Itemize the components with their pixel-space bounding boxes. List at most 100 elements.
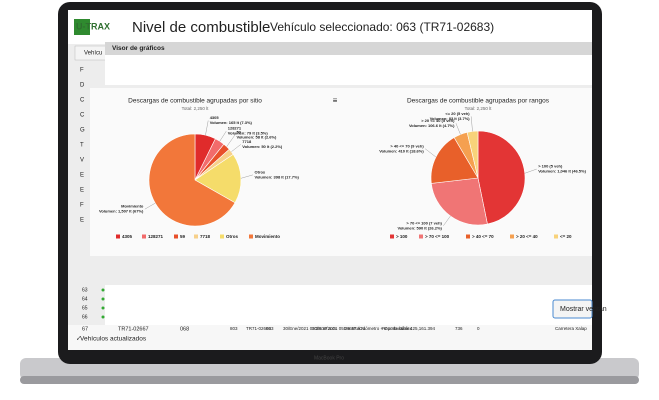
slice-label: 128271 (228, 126, 242, 131)
chart-menu[interactable]: ≡ (333, 96, 338, 105)
label-connector (205, 120, 209, 136)
sidebar-letter: G (80, 128, 85, 134)
pie-slice (477, 130, 526, 225)
sidebar-letter: V (80, 158, 84, 164)
app-header (68, 10, 592, 44)
row-number: 65 (82, 305, 88, 311)
legend-label: 7718 (200, 234, 211, 239)
window-titlebar (105, 42, 592, 55)
legend-label: Otros (226, 234, 238, 239)
table-area (105, 285, 592, 325)
legend-label: > 40 <= 70 (472, 234, 494, 239)
cell: 30/Ene/2021 05:29:27 a.m. (283, 326, 337, 331)
button[interactable] (552, 299, 593, 319)
slice-label: <= 20 (5 veh) (445, 111, 470, 116)
row-dot (101, 297, 105, 301)
cell: Reporte básico (382, 326, 413, 331)
legend-swatch (220, 234, 224, 239)
legend-label: 59 (180, 234, 186, 239)
chart-title: Descargas de combustible agrupadas por r… (407, 98, 550, 105)
sidebar-letter: C (80, 113, 85, 119)
cell: Evento/Odómetro + Combustible (344, 326, 410, 331)
slice-label: 59 (236, 130, 241, 135)
sidebar-letter: F (80, 203, 84, 209)
label-connector (219, 131, 227, 142)
legend-swatch (390, 234, 394, 239)
label-connector (240, 174, 254, 179)
pie-slice (430, 177, 488, 226)
legend-swatch (249, 234, 253, 239)
legend-label: > 100 (396, 234, 408, 239)
slice-label: 7718 (242, 139, 252, 144)
pie-slice (430, 137, 479, 184)
slice-value-label: Volumen: 398 lt (17.7%) (254, 174, 299, 179)
slice-value-label: Volumen: 50 lt (2.2%) (242, 144, 283, 149)
sidebar-letter: E (80, 218, 84, 224)
window-blank (105, 55, 592, 85)
slice-value-label: Volumen: 410 lt (18.6%) (379, 148, 424, 153)
slice-value-label: Volumen: 83 lt (3.7%) (430, 116, 471, 121)
tab-label[interactable]: Vehícu (84, 51, 102, 57)
legend-label: > 20 <= 40 (516, 234, 538, 239)
slice-label: > 40 <= 70 (9 veh) (390, 143, 424, 148)
status: Vehículos actualizados (80, 336, 147, 343)
cell: 803 (230, 326, 238, 331)
window-title: Visor de gráficos (112, 45, 165, 52)
slice-value-label: Volumen: 106.6 lt (4.7%) (409, 123, 455, 128)
slice-value-label: Volumen: 590 lt (26.2%) (397, 225, 442, 230)
label-connector (226, 134, 236, 147)
app-title: Nivel de combustible (132, 19, 270, 36)
slice-value-label: Volumen: 58 lt (2.6%) (236, 135, 277, 140)
device-label: MacBook Pro (314, 355, 344, 361)
legend-label: <= 20 (560, 234, 572, 239)
legend-swatch (466, 234, 470, 239)
legend-swatch (419, 234, 423, 239)
slice-value-label: Volumen: 79 lt (3.5%) (228, 131, 269, 136)
legend-swatch (554, 234, 558, 239)
cell: 425,161.394 (410, 326, 436, 331)
slice-value-label: Volumen: 165 lt (7.3%) (210, 120, 253, 125)
legend-label: > 70 <= 100 (425, 234, 450, 239)
row-dot (101, 288, 105, 292)
label-connector (231, 144, 241, 152)
chart-title: Descargas de combustible agrupadas por s… (128, 98, 262, 105)
table-rows (68, 325, 592, 350)
row-number: 63 (82, 287, 88, 293)
slice-label: Movimiento (121, 204, 144, 209)
slice-label: > 100 (5 veh) (538, 164, 563, 169)
sidebar-letter: F (80, 68, 84, 74)
legend-swatch (174, 234, 178, 239)
cell: Carretera Xalap (555, 326, 587, 331)
sidebar-letter: E (80, 173, 84, 179)
chart-subtitle: Total: 2,250 lt (182, 106, 210, 111)
row-dot (101, 306, 105, 310)
cell: 063 (266, 326, 274, 331)
legend-label: Movimiento (255, 234, 280, 239)
sidebar-letter: T (80, 143, 84, 149)
slice-label: > 70 <= 100 (7 veh) (406, 220, 442, 225)
legend-label: 4305 (122, 234, 133, 239)
label-connector (144, 202, 156, 210)
legend-swatch (510, 234, 514, 239)
laptop-base-edge (20, 376, 639, 384)
legend-swatch (116, 234, 120, 239)
slice-label: 4305 (210, 115, 220, 120)
sidebar-letter: D (80, 83, 85, 89)
cell: 736 (455, 326, 463, 331)
cell: TR71-02683 (246, 326, 272, 331)
pie-slice (148, 133, 236, 227)
row-number: 66 (82, 314, 88, 320)
slice-label: > 20 <= 40 (5 veh) (421, 118, 455, 123)
slice-value-label: Volumen: 1,507 lt (67%) (99, 209, 144, 214)
label-connector (443, 215, 451, 226)
vehicle-selected: Vehículo seleccionado: 063 (TR71-02683) (270, 20, 494, 34)
button-label[interactable]: Mostrar ventan (560, 306, 607, 313)
logo-box (74, 19, 90, 35)
slice-value-label: Volumen: 1,046 lt (46.5%) (538, 169, 586, 174)
sidebar-letter: C (80, 98, 85, 104)
chart-subtitle: Total: 2,250 lt (465, 106, 493, 111)
cell: 068 (180, 326, 189, 332)
legend-swatch (194, 234, 198, 239)
legend-swatch (142, 234, 146, 239)
